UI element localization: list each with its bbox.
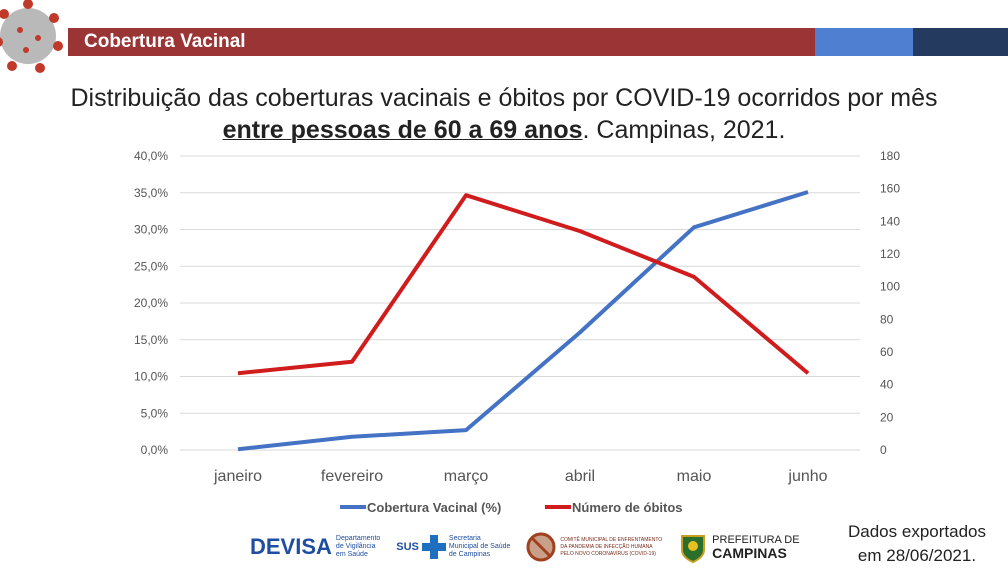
export-note: Dados exportados em 28/06/2021. bbox=[848, 520, 986, 568]
header-accent-navy bbox=[913, 28, 1008, 56]
x-tick-label: abril bbox=[565, 468, 595, 485]
comite-sub: PELO NOVO CORONAVÍRUS (COVID-19) bbox=[560, 550, 656, 557]
y-left-tick-label: 40,0% bbox=[134, 149, 168, 163]
chart-title-line2: entre pessoas de 60 a 69 anos. Campinas,… bbox=[0, 116, 1008, 145]
y-right-tick-label: 160 bbox=[880, 182, 900, 196]
y-right-tick-label: 140 bbox=[880, 214, 900, 228]
y-left-tick-label: 25,0% bbox=[134, 259, 168, 273]
cross-icon bbox=[421, 535, 446, 559]
comite-logo: COMITÊ MUNICIPAL DE ENFRENTAMENTO DA PAND… bbox=[526, 532, 662, 562]
title-rest: . Campinas, 2021. bbox=[582, 116, 786, 144]
legend-label: Cobertura Vacinal (%) bbox=[367, 500, 501, 515]
comite-sub: DA PANDEMIA DE INFECÇÃO HUMANA bbox=[560, 543, 653, 550]
devisa-text: DEVISA bbox=[250, 534, 332, 559]
x-tick-label: março bbox=[444, 468, 489, 485]
partner-logos: DEVISA Departamento de Vigilância em Saúde… bbox=[250, 527, 800, 567]
y-left-tick-label: 15,0% bbox=[134, 333, 168, 347]
prefeitura-line2: CAMPINAS bbox=[712, 545, 787, 561]
prefeitura-line1: PREFEITURA DE bbox=[712, 534, 800, 546]
chart-title-line1: Distribuição das coberturas vacinais e ó… bbox=[70, 84, 938, 112]
y-right-tick-label: 120 bbox=[880, 247, 900, 261]
series-line-cobertura bbox=[237, 190, 809, 452]
sus-logo: SUS Secretaria Municipal de Saúde de Campi… bbox=[396, 535, 510, 559]
no-virus-icon bbox=[526, 532, 556, 562]
y-left-tick-label: 5,0% bbox=[141, 406, 169, 420]
y-left-tick-label: 35,0% bbox=[134, 186, 168, 200]
y-right-tick-label: 80 bbox=[880, 312, 894, 326]
y-right-tick-label: 60 bbox=[880, 345, 894, 359]
comite-sub: COMITÊ MUNICIPAL DE ENFRENTAMENTO bbox=[560, 536, 663, 543]
export-line1: Dados exportados bbox=[848, 522, 986, 541]
y-right-tick-label: 100 bbox=[880, 280, 900, 294]
coronavirus-icon bbox=[0, 0, 63, 73]
x-tick-label: maio bbox=[677, 468, 712, 485]
devisa-logo: DEVISA Departamento de Vigilância em Saúde bbox=[250, 534, 380, 560]
y-left-tick-label: 10,0% bbox=[134, 370, 168, 384]
sus-sub: Secretaria bbox=[448, 535, 481, 542]
y-right-tick-label: 0 bbox=[880, 443, 887, 457]
header-bar bbox=[68, 28, 815, 56]
sus-sub: de Campinas bbox=[448, 551, 491, 558]
legend-label: Número de óbitos bbox=[572, 500, 683, 515]
series-line-obitos bbox=[237, 193, 810, 376]
y-left-tick-label: 30,0% bbox=[134, 223, 168, 237]
devisa-sub: de Vigilância bbox=[335, 543, 376, 550]
prefeitura-logo: PREFEITURA DE CAMPINAS bbox=[678, 530, 800, 564]
title-emphasis: entre pessoas de 60 a 69 anos bbox=[222, 116, 583, 144]
x-tick-label: janeiro bbox=[213, 468, 262, 485]
sus-text: SUS bbox=[396, 541, 419, 553]
devisa-sub: Departamento bbox=[335, 535, 381, 542]
devisa-sub: em Saúde bbox=[335, 551, 368, 558]
header-accent-blue bbox=[815, 28, 913, 56]
sus-sub: Municipal de Saúde bbox=[448, 543, 511, 550]
y-left-tick-label: 0,0% bbox=[141, 443, 169, 457]
y-left-tick-label: 20,0% bbox=[134, 296, 168, 310]
export-line2: em 28/06/2021. bbox=[857, 546, 977, 565]
header-title: Cobertura Vacinal bbox=[84, 31, 246, 52]
x-tick-label: fevereiro bbox=[321, 468, 383, 485]
x-tick-label: junho bbox=[787, 468, 827, 485]
coat-of-arms-icon bbox=[681, 535, 706, 564]
y-right-tick-label: 40 bbox=[880, 378, 894, 392]
y-right-tick-label: 180 bbox=[880, 149, 900, 163]
y-right-tick-label: 20 bbox=[880, 410, 894, 424]
